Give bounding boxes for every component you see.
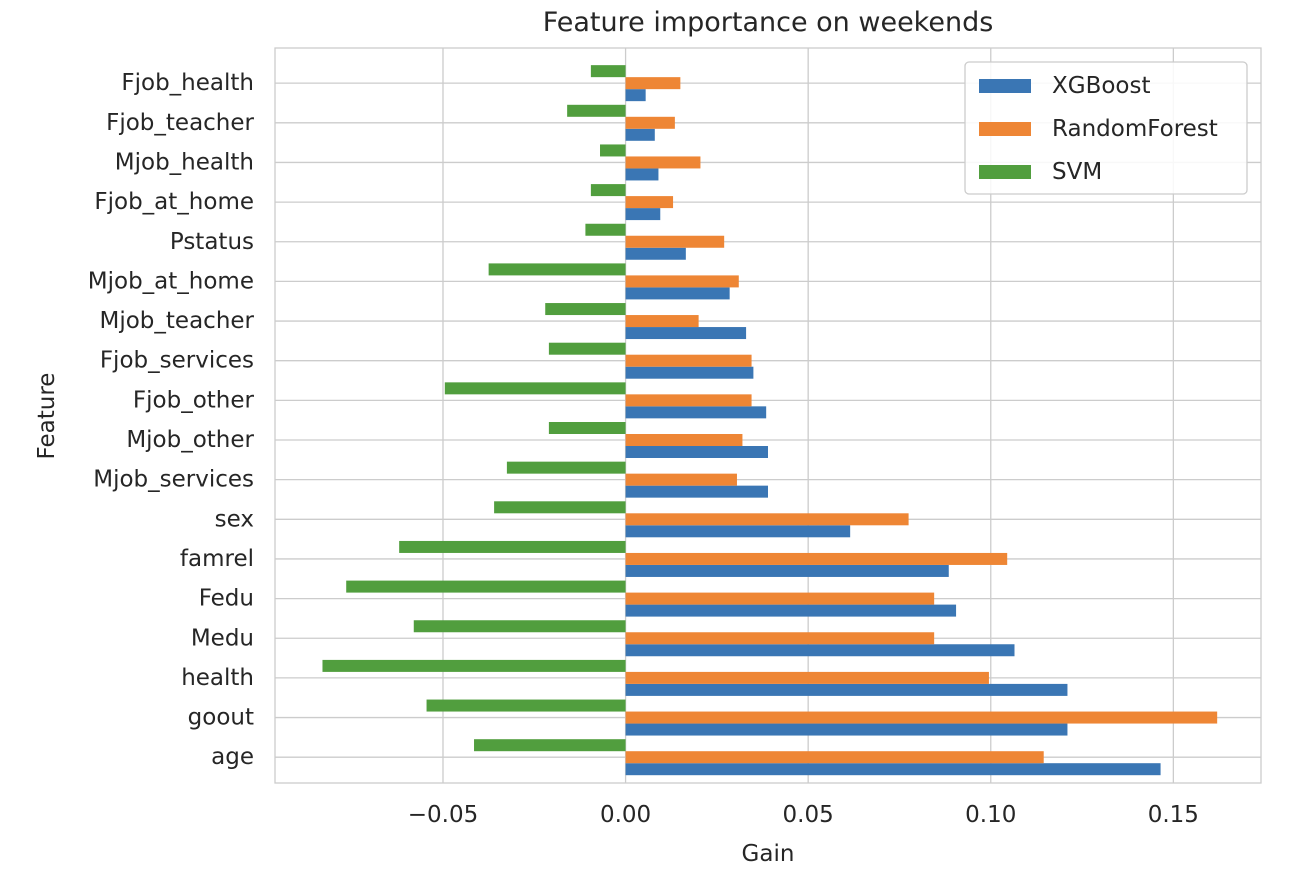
bar-xgboost-fedu (625, 604, 957, 617)
bar-randomforest-famrel (625, 552, 1008, 565)
bar-xgboost-medu (625, 644, 1015, 657)
bar-svm-fjob-teacher (567, 104, 626, 117)
y-tick-labels: age goout health Medu Fedu famrel sex Mjob_serv… (88, 70, 255, 770)
y-tick-label: Mjob_other (126, 427, 254, 453)
bar-randomforest-fjob-health (625, 77, 681, 90)
legend-label-xgboost: XGBoost (1052, 73, 1151, 99)
x-tick-label: 0.10 (965, 802, 1016, 828)
bar-svm-pstatus (585, 223, 626, 236)
bar-svm-fjob-health (590, 65, 626, 78)
x-tick-label: 0.15 (1148, 802, 1199, 828)
y-tick-label: Mjob_teacher (100, 308, 255, 334)
bar-randomforest-mjob-other (625, 434, 743, 446)
y-tick-label: Fjob_health (121, 70, 254, 96)
y-tick-label: famrel (180, 546, 254, 572)
bar-randomforest-medu (625, 632, 935, 645)
bar-randomforest-mjob-teacher (625, 315, 699, 328)
bar-randomforest-health (625, 671, 989, 684)
y-axis-title: Feature (34, 373, 60, 460)
x-tick-label: −0.05 (408, 802, 478, 828)
bar-randomforest-pstatus (625, 235, 725, 248)
bar-randomforest-fjob-at-home (625, 196, 674, 209)
bar-randomforest-mjob-services (625, 473, 737, 486)
bar-xgboost-pstatus (625, 247, 686, 260)
legend-box (964, 61, 1248, 195)
y-tick-label: Medu (191, 625, 254, 651)
legend: XGBoost RandomForest SVM (964, 61, 1248, 195)
bar-svm-goout (426, 699, 626, 712)
legend-label-svm: SVM (1052, 159, 1102, 185)
plot-frame (274, 47, 1262, 784)
y-tick-label: Fjob_other (133, 387, 255, 413)
bar-randomforest-goout (625, 711, 1218, 724)
bar-svm-fedu (346, 580, 626, 593)
bar-svm-mjob-other (548, 422, 626, 434)
bar-svm-fjob-other (444, 382, 626, 395)
bar-xgboost-mjob-health (625, 168, 659, 181)
y-tick-label: Fedu (199, 586, 254, 612)
bar-svm-mjob-at-home (488, 263, 626, 276)
bar-svm-mjob-health (600, 144, 626, 157)
y-tick-label: Fjob_at_home (94, 189, 254, 215)
bar-svm-health (322, 659, 626, 672)
y-tick-label: Fjob_teacher (106, 110, 254, 136)
bar-randomforest-age (625, 751, 1044, 764)
bar-svm-fjob-services (548, 342, 626, 355)
bars (322, 65, 1218, 776)
y-tick-label: Pstatus (170, 229, 254, 255)
bar-xgboost-mjob-teacher (625, 327, 747, 340)
bar-randomforest-fedu (625, 592, 935, 605)
bar-randomforest-sex (625, 513, 909, 526)
bar-xgboost-goout (625, 723, 1068, 736)
bar-randomforest-mjob-health (625, 156, 701, 169)
x-tick-label: 0.00 (600, 802, 651, 828)
bar-xgboost-fjob-services (625, 366, 754, 379)
bar-xgboost-sex (625, 525, 851, 538)
legend-swatch-randomforest (979, 122, 1031, 136)
y-tick-label: age (211, 744, 254, 770)
y-tick-label: health (181, 665, 254, 691)
bar-xgboost-fjob-other (625, 406, 767, 419)
chart-title: Feature importance on weekends (543, 7, 994, 38)
bar-xgboost-fjob-at-home (625, 208, 661, 221)
y-tick-label: Mjob_services (93, 467, 254, 493)
bar-svm-sex (494, 501, 626, 514)
bar-xgboost-mjob-other (625, 446, 768, 458)
x-axis-title: Gain (742, 841, 795, 867)
x-tick-labels: −0.05 0.00 0.05 0.10 0.15 (408, 802, 1199, 828)
bar-randomforest-fjob-other (625, 394, 752, 407)
bar-xgboost-fjob-health (625, 89, 646, 102)
legend-label-randomforest: RandomForest (1052, 116, 1218, 142)
bar-randomforest-mjob-at-home (625, 275, 739, 288)
y-tick-label: Fjob_services (100, 348, 254, 374)
bar-svm-fjob-at-home (590, 184, 626, 197)
y-tick-label: sex (215, 506, 254, 532)
bar-svm-mjob-services (506, 461, 626, 474)
bar-xgboost-famrel (625, 564, 949, 577)
bar-svm-medu (413, 620, 626, 633)
bar-svm-age (474, 739, 626, 752)
y-tick-label: Mjob_health (115, 149, 254, 175)
bar-xgboost-mjob-at-home (625, 287, 730, 300)
legend-swatch-svm (979, 165, 1031, 179)
y-tick-label: Mjob_at_home (88, 268, 254, 294)
bar-xgboost-age (625, 763, 1161, 776)
bar-svm-mjob-teacher (545, 303, 626, 316)
bar-xgboost-mjob-services (625, 485, 768, 498)
legend-swatch-xgboost (979, 79, 1031, 93)
y-tick-label: goout (188, 705, 254, 731)
bar-svm-famrel (399, 540, 626, 553)
bar-xgboost-health (625, 683, 1068, 696)
bar-randomforest-fjob-teacher (625, 116, 675, 129)
bar-xgboost-fjob-teacher (625, 128, 655, 141)
x-tick-label: 0.05 (783, 802, 834, 828)
bar-randomforest-fjob-services (625, 354, 752, 367)
